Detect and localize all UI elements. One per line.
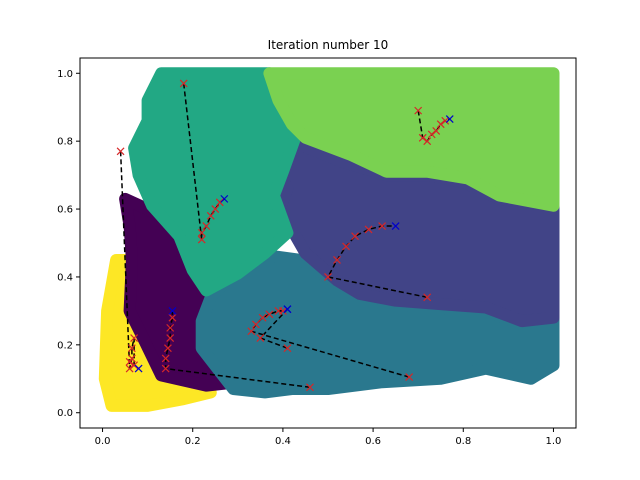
y-axis: 0.0 0.2 0.4 0.6 0.8 1.0 — [57, 69, 80, 419]
centroid-current-3 — [391, 222, 400, 230]
centroid-history-2-5 — [441, 116, 450, 125]
x-tick-label: 0.6 — [365, 436, 381, 447]
centroid-history-5-3 — [265, 310, 274, 319]
centroid-history-3-3 — [351, 232, 359, 241]
plot-frame — [79, 57, 577, 429]
centroid-history-0-3 — [206, 211, 215, 220]
centroid-history-6-0 — [256, 334, 265, 342]
centroid-history-5-1 — [251, 320, 260, 329]
y-tick-label: 0.2 — [57, 340, 73, 351]
centroid-history-0-2 — [202, 222, 211, 230]
y-tick-label: 0.8 — [57, 137, 73, 148]
x-tick-label: 0.2 — [185, 436, 201, 447]
centroid-history-2-4 — [436, 120, 445, 129]
x-axis: 0.0 0.2 0.4 0.6 0.8 1.0 — [95, 428, 562, 447]
centroid-start-0 — [179, 79, 188, 88]
y-tick-label: 0.4 — [57, 272, 73, 283]
centroid-history-1-0 — [125, 364, 134, 373]
centroid-history-5-5 — [278, 306, 287, 315]
centroid-history-3-5 — [378, 222, 387, 230]
centroid-start-5 — [405, 373, 414, 382]
centroid-history-5-2 — [258, 313, 267, 322]
x-tick-label: 0.8 — [455, 436, 471, 447]
centroid-history-3-0 — [324, 273, 332, 281]
centroid-history-0-1 — [197, 228, 206, 237]
centroid-history-3-4 — [364, 225, 373, 234]
chart-title: Iteration number 10 — [268, 38, 389, 52]
centroid-history-1-2 — [127, 344, 136, 353]
centroid-current-4 — [168, 306, 177, 315]
cluster-regions — [98, 67, 560, 412]
centroid-path-4 — [164, 310, 311, 389]
centroid-history-2-3 — [432, 127, 441, 135]
centroid-history-4-4 — [166, 323, 175, 332]
centroid-history-4-2 — [164, 344, 172, 353]
x-tick-label: 0.4 — [275, 436, 291, 447]
centroid-current-6 — [283, 305, 292, 314]
centroid-history-4-0 — [161, 364, 170, 373]
centroid-history-0-0 — [197, 235, 206, 244]
centroid-start-3 — [423, 293, 432, 302]
centroid-history-2-1 — [423, 137, 432, 146]
x-tick-label: 1.0 — [546, 436, 562, 447]
centroid-start-2 — [414, 106, 423, 115]
centroid-history-2-2 — [427, 130, 436, 139]
centroid-current-2 — [445, 115, 454, 124]
centroid-history-2-0 — [418, 133, 427, 142]
centroid-current-0 — [220, 194, 229, 203]
centroid-current-1 — [134, 364, 143, 373]
centroid-history-4-3 — [166, 334, 175, 342]
centroid-start-6 — [283, 344, 292, 353]
centroid-history-1-1 — [127, 354, 136, 363]
centroid-history-3-1 — [333, 256, 341, 264]
centroid-history-4-5 — [168, 313, 177, 322]
y-tick-label: 0.6 — [57, 205, 73, 216]
centroid-history-4-1 — [161, 354, 170, 363]
centroid-history-5-0 — [247, 327, 256, 336]
centroid-start-1 — [116, 147, 125, 156]
centroid-history-1-4 — [130, 361, 139, 370]
centroid-history-0-4 — [211, 205, 220, 213]
centroid-history-1-5 — [125, 357, 134, 366]
centroid-markers — [116, 79, 454, 392]
x-tick-label: 0.0 — [95, 436, 111, 447]
centroid-path-3 — [326, 225, 428, 299]
centroid-start-4 — [306, 383, 314, 392]
y-tick-label: 1.0 — [57, 69, 73, 80]
centroid-history-3-2 — [342, 242, 350, 251]
centroid-history-1-3 — [130, 334, 139, 342]
centroid-path-0 — [182, 83, 225, 240]
cluster-light-green — [263, 67, 560, 212]
y-tick-label: 0.0 — [57, 408, 73, 419]
centroid-history-0-5 — [215, 198, 224, 207]
